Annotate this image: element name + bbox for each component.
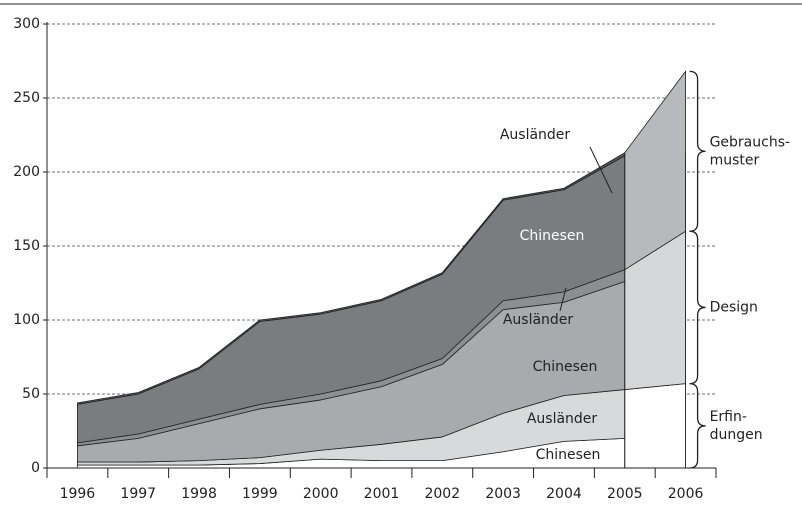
x-tick-label: 1999	[242, 486, 278, 502]
group-label-line: muster	[710, 152, 760, 168]
series-label: Chinesen	[520, 228, 585, 244]
x-tick-label: 1997	[120, 486, 156, 502]
leader-line	[589, 146, 613, 194]
x-tick-label: 2002	[424, 486, 460, 502]
group-label-line: Gebrauchs-	[710, 134, 790, 150]
series-label: Chinesen	[536, 447, 601, 463]
x-tick-label: 2004	[546, 486, 582, 502]
group-label: Gebrauchs-muster	[710, 134, 790, 168]
x-tick-label: 2005	[607, 486, 643, 502]
x-tick-label: 1996	[60, 486, 96, 502]
series-label: Ausländer	[500, 127, 571, 143]
group-label-line: Design	[710, 299, 758, 315]
y-tick-label: 200	[13, 164, 40, 180]
brace	[689, 70, 706, 232]
x-tick-label: 2000	[303, 486, 339, 502]
group-label-line: dungen	[710, 427, 763, 443]
brace	[689, 382, 706, 469]
group-label: Design	[710, 299, 758, 315]
y-tick-label: 0	[31, 460, 40, 476]
y-tick-label: 100	[13, 312, 40, 328]
x-tick-label: 2003	[485, 486, 521, 502]
x-tick-label: 2001	[364, 486, 400, 502]
group-label-line: Erfin-	[710, 409, 747, 425]
group-label: Erfin-dungen	[710, 409, 763, 443]
series-label: Ausländer	[503, 312, 574, 328]
x-tick-label: 2006	[668, 486, 704, 502]
leader-line	[559, 287, 567, 312]
y-tick-label: 50	[22, 386, 40, 402]
area	[624, 383, 686, 469]
x-tick-label: 1998	[181, 486, 217, 502]
y-tick-label: 250	[13, 90, 40, 106]
y-tick-label: 150	[13, 238, 40, 254]
areas	[77, 70, 686, 469]
brace	[689, 230, 706, 385]
series-label: Chinesen	[533, 359, 598, 375]
series-label: Ausländer	[527, 411, 598, 427]
y-tick-label: 300	[13, 16, 40, 32]
